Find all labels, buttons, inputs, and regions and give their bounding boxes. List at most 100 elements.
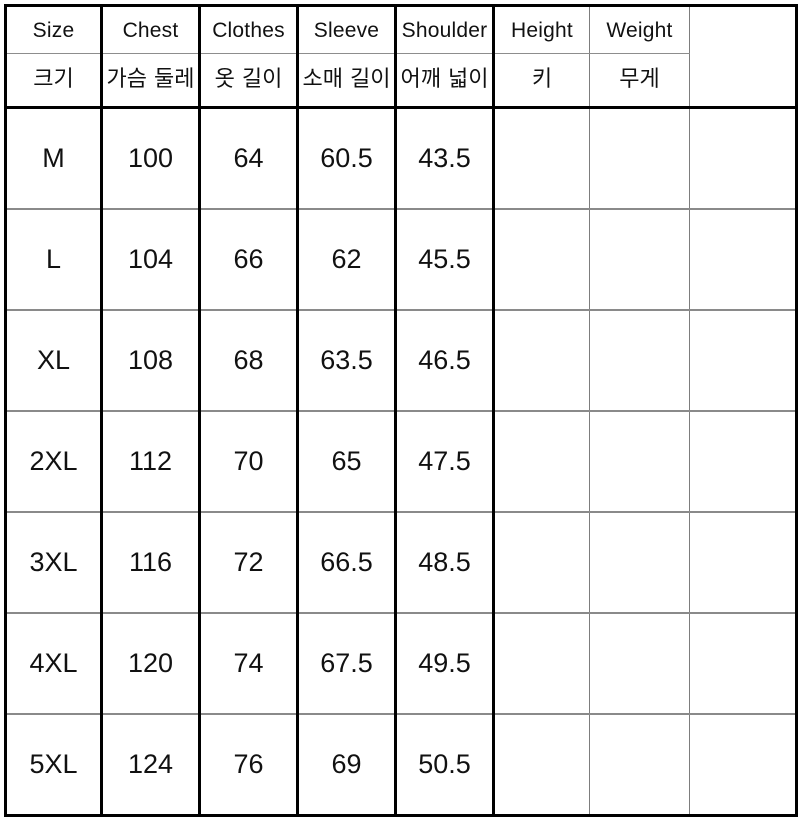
- cell-sleeve: 63.5: [297, 310, 397, 412]
- cell-height: [493, 107, 590, 210]
- cell-text: 2XL: [29, 446, 78, 476]
- table-row: XL 108 68 63.5 46.5: [5, 310, 798, 412]
- cell-weight: [589, 714, 690, 817]
- header-label: 무게: [619, 67, 660, 92]
- cell-height: [493, 310, 590, 412]
- column-header-weight-ko: 무게: [589, 53, 690, 109]
- cell-text: 69: [331, 749, 362, 779]
- cell-shoulder: 47.5: [395, 411, 495, 513]
- cell-weight: [589, 512, 690, 614]
- cell-shoulder: 49.5: [395, 613, 495, 715]
- header-label: Clothes: [212, 18, 285, 42]
- header-label: Sleeve: [313, 18, 380, 42]
- column-header-height-en: Height: [493, 5, 590, 54]
- cell-text: 76: [233, 749, 264, 779]
- cell-blank: [689, 209, 798, 311]
- header-label: 가슴 둘레: [106, 67, 195, 92]
- column-header-blank-ko: [689, 53, 798, 109]
- cell-text: 108: [127, 345, 174, 375]
- header-label: Weight: [606, 18, 673, 42]
- cell-weight: [589, 107, 690, 210]
- header-label: 크기: [33, 67, 74, 92]
- cell-text: 49.5: [418, 648, 471, 678]
- cell-clothes: 70: [199, 411, 299, 513]
- cell-chest: 120: [101, 613, 201, 715]
- cell-text: 50.5: [418, 749, 471, 779]
- cell-text: 66: [233, 244, 264, 274]
- header-label: Size: [32, 18, 75, 42]
- header-row-english: Size Chest Clothes Sleeve Shoulder Heigh…: [5, 5, 798, 54]
- cell-size: 4XL: [5, 613, 103, 715]
- column-header-clothes-ko: 옷 길이: [199, 53, 299, 109]
- cell-blank: [689, 411, 798, 513]
- header-row-korean: 크기 가슴 둘레 옷 길이 소매 길이 어깨 넓이 키 무게: [5, 53, 798, 109]
- table-body: M 100 64 60.5 43.5 L 104 66 62 45.5: [5, 107, 798, 817]
- header-label: 어깨 넓이: [400, 67, 489, 92]
- header-label: Shoulder: [401, 18, 488, 42]
- cell-text: 47.5: [418, 446, 471, 476]
- table-row: M 100 64 60.5 43.5: [5, 107, 798, 210]
- cell-weight: [589, 613, 690, 715]
- table-row: 4XL 120 74 67.5 49.5: [5, 613, 798, 715]
- table-row: 3XL 116 72 66.5 48.5: [5, 512, 798, 614]
- cell-text: 45.5: [418, 244, 471, 274]
- column-header-weight-en: Weight: [589, 5, 690, 54]
- cell-blank: [689, 613, 798, 715]
- cell-sleeve: 60.5: [297, 107, 397, 210]
- table-row: 2XL 112 70 65 47.5: [5, 411, 798, 513]
- cell-blank: [689, 310, 798, 412]
- cell-text: 116: [128, 547, 173, 577]
- header-label: 소매 길이: [302, 67, 391, 92]
- table-header: Size Chest Clothes Sleeve Shoulder Heigh…: [5, 5, 798, 109]
- cell-weight: [589, 209, 690, 311]
- cell-shoulder: 46.5: [395, 310, 495, 412]
- header-label: 옷 길이: [214, 67, 283, 92]
- cell-text: XL: [36, 345, 71, 375]
- cell-size: XL: [5, 310, 103, 412]
- cell-height: [493, 613, 590, 715]
- cell-text: 66.5: [320, 547, 373, 577]
- cell-text: 64: [233, 143, 264, 173]
- cell-size: L: [5, 209, 103, 311]
- cell-text: 3XL: [29, 547, 78, 577]
- cell-text: 65: [331, 446, 362, 476]
- cell-text: 74: [233, 648, 264, 678]
- cell-height: [493, 209, 590, 311]
- cell-shoulder: 50.5: [395, 714, 495, 817]
- cell-chest: 108: [101, 310, 201, 412]
- cell-blank: [689, 714, 798, 817]
- column-header-sleeve-en: Sleeve: [297, 5, 397, 54]
- column-header-clothes-en: Clothes: [199, 5, 299, 54]
- column-header-size-ko: 크기: [5, 53, 103, 109]
- column-header-shoulder-en: Shoulder: [395, 5, 495, 54]
- cell-text: L: [45, 244, 62, 274]
- column-header-blank-en: [689, 5, 798, 54]
- column-header-sleeve-ko: 소매 길이: [297, 53, 397, 109]
- cell-chest: 112: [101, 411, 201, 513]
- cell-text: 63.5: [320, 345, 373, 375]
- cell-weight: [589, 310, 690, 412]
- table-row: L 104 66 62 45.5: [5, 209, 798, 311]
- size-chart-table: Size Chest Clothes Sleeve Shoulder Heigh…: [4, 4, 798, 817]
- cell-text: 43.5: [418, 143, 471, 173]
- cell-chest: 124: [101, 714, 201, 817]
- cell-text: 112: [128, 446, 173, 476]
- cell-clothes: 72: [199, 512, 299, 614]
- cell-text: 62: [331, 244, 362, 274]
- cell-text: 48.5: [418, 547, 471, 577]
- cell-sleeve: 66.5: [297, 512, 397, 614]
- cell-size: 2XL: [5, 411, 103, 513]
- size-chart-page: Size Chest Clothes Sleeve Shoulder Heigh…: [4, 4, 798, 817]
- column-header-chest-en: Chest: [101, 5, 201, 54]
- cell-chest: 116: [101, 512, 201, 614]
- cell-text: 5XL: [29, 749, 78, 779]
- cell-sleeve: 69: [297, 714, 397, 817]
- cell-text: 4XL: [29, 648, 78, 678]
- column-header-shoulder-ko: 어깨 넓이: [395, 53, 495, 109]
- cell-height: [493, 512, 590, 614]
- cell-clothes: 68: [199, 310, 299, 412]
- cell-size: 3XL: [5, 512, 103, 614]
- column-header-height-ko: 키: [493, 53, 590, 109]
- cell-text: 100: [127, 143, 174, 173]
- header-label: Height: [511, 18, 573, 42]
